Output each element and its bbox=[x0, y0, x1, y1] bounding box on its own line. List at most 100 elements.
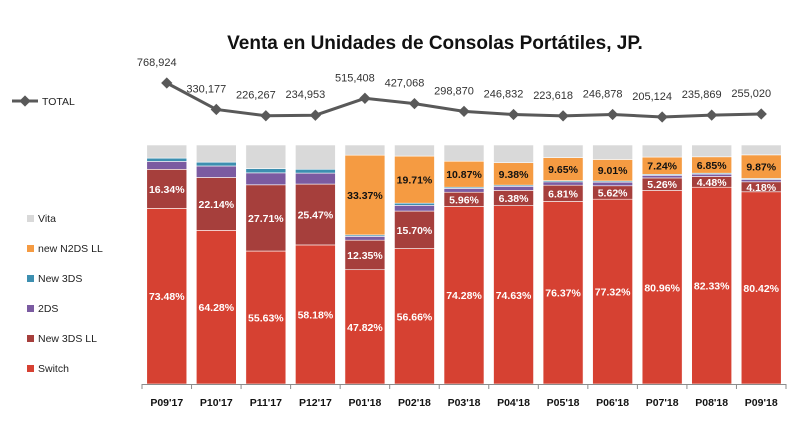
bar-switch-1 bbox=[196, 230, 237, 385]
bar-2ds-8 bbox=[542, 181, 584, 186]
data-label-switch-9: 77.32% bbox=[595, 287, 631, 299]
bar-switch-11 bbox=[691, 186, 732, 385]
total-marker-9 bbox=[606, 108, 619, 121]
bar-new-3ds-3 bbox=[295, 168, 336, 174]
x-tick-label-0: P09'17 bbox=[150, 397, 183, 409]
data-label-switch-7: 74.63% bbox=[496, 290, 532, 302]
total-label-4: 515,408 bbox=[335, 72, 375, 84]
legend-swatch-1 bbox=[27, 245, 34, 252]
data-label-new-3ds-ll-1: 22.14% bbox=[198, 199, 234, 211]
legend-swatch-5 bbox=[27, 365, 34, 372]
data-label-switch-5: 56.66% bbox=[397, 311, 433, 323]
bar-new-3ds-5 bbox=[394, 202, 435, 206]
total-marker-1 bbox=[210, 103, 222, 116]
bar-vita-4 bbox=[344, 144, 386, 156]
total-label-11: 235,869 bbox=[682, 89, 722, 101]
bar-vita-12 bbox=[740, 144, 782, 156]
bar-2ds-10 bbox=[641, 175, 683, 179]
total-label-7: 246,832 bbox=[484, 88, 524, 100]
total-label-6: 298,870 bbox=[434, 85, 474, 97]
total-marker-12 bbox=[755, 108, 767, 120]
total-marker-8 bbox=[557, 110, 569, 122]
total-marker-0 bbox=[161, 77, 173, 89]
bar-new-3ds-ll-5 bbox=[394, 210, 435, 249]
legend-swatch-3 bbox=[27, 305, 34, 312]
bar-vita-2 bbox=[245, 144, 287, 169]
x-tick-label-9: P06'18 bbox=[596, 397, 629, 409]
bar-2ds-6 bbox=[443, 188, 485, 193]
bar-2ds-2 bbox=[245, 172, 287, 186]
data-label-new-n2ds-ll-8: 9.65% bbox=[548, 164, 578, 176]
bar-switch-10 bbox=[641, 190, 683, 385]
bar-vita-1 bbox=[196, 144, 237, 163]
bar-new-3ds-1 bbox=[196, 161, 237, 167]
total-marker-3 bbox=[309, 109, 322, 121]
bar-switch-9 bbox=[592, 198, 633, 385]
data-label-new-3ds-ll-10: 5.26% bbox=[647, 179, 677, 191]
total-marker-10 bbox=[656, 111, 668, 123]
bar-new-3ds-ll-1 bbox=[196, 177, 237, 231]
bar-switch-5 bbox=[394, 248, 435, 385]
legend-label-4: New 3DS LL bbox=[38, 333, 97, 345]
x-tick-label-3: P12'17 bbox=[299, 397, 332, 409]
total-label-12: 255,020 bbox=[731, 88, 771, 100]
data-label-new-n2ds-ll-4: 33.37% bbox=[347, 190, 383, 202]
bar-new-3ds-2 bbox=[245, 168, 287, 174]
total-label-9: 246,878 bbox=[583, 88, 623, 100]
data-label-new-3ds-ll-4: 12.35% bbox=[347, 250, 383, 262]
total-marker-2 bbox=[260, 110, 272, 122]
data-label-switch-3: 58.18% bbox=[298, 309, 334, 321]
bar-new-3ds-ll-2 bbox=[245, 184, 287, 252]
total-label-3: 234,953 bbox=[286, 89, 326, 101]
bar-switch-3 bbox=[295, 244, 336, 385]
data-label-new-3ds-ll-9: 5.62% bbox=[598, 187, 628, 199]
data-label-new-3ds-ll-0: 16.34% bbox=[149, 184, 185, 196]
legend-label-3: 2DS bbox=[38, 303, 58, 315]
bar-new-n2ds-ll-4 bbox=[344, 154, 386, 236]
bar-new-3ds-ll-3 bbox=[295, 183, 336, 246]
bar-switch-0 bbox=[146, 208, 188, 385]
data-label-new-3ds-ll-7: 6.38% bbox=[499, 193, 529, 205]
bar-vita-10 bbox=[641, 144, 683, 158]
x-tick-label-5: P02'18 bbox=[398, 397, 431, 409]
total-label-5: 427,068 bbox=[385, 78, 425, 90]
data-label-new-3ds-ll-8: 6.81% bbox=[548, 188, 578, 200]
x-tick-label-10: P07'18 bbox=[646, 397, 679, 409]
legend: TOTAL Vita new N2DS LL New 3DS 2DS New 3DS LL… bbox=[12, 95, 103, 375]
data-label-new-n2ds-ll-10: 7.24% bbox=[647, 161, 677, 173]
bar-vita-0 bbox=[146, 144, 188, 159]
data-label-new-n2ds-ll-7: 9.38% bbox=[499, 169, 529, 181]
bar-vita-5 bbox=[394, 144, 435, 157]
bar-2ds-1 bbox=[196, 165, 237, 178]
legend-label-5: Switch bbox=[38, 363, 69, 375]
x-tick-label-4: P01'18 bbox=[348, 397, 381, 409]
x-tick-label-11: P08'18 bbox=[695, 397, 728, 409]
bar-2ds-12 bbox=[740, 179, 782, 183]
legend-swatch-2 bbox=[27, 275, 34, 282]
bar-2ds-11 bbox=[691, 173, 732, 177]
bar-2ds-7 bbox=[493, 186, 534, 191]
x-tick-label-1: P10'17 bbox=[200, 397, 233, 409]
data-label-switch-0: 73.48% bbox=[149, 291, 185, 303]
data-label-new-3ds-ll-6: 5.96% bbox=[449, 194, 479, 206]
data-label-new-3ds-ll-12: 4.18% bbox=[746, 182, 776, 194]
data-label-new-3ds-ll-11: 4.48% bbox=[697, 177, 727, 189]
bar-switch-7 bbox=[493, 205, 534, 385]
x-tick-label-7: P04'18 bbox=[497, 397, 530, 409]
total-marker-7 bbox=[507, 108, 520, 121]
bar-vita-3 bbox=[295, 144, 336, 170]
total-label-1: 330,177 bbox=[186, 83, 226, 95]
total-line-group: 768,924 330,177 226,267 234,953 515,408 427,0… bbox=[137, 57, 771, 123]
data-label-switch-4: 47.82% bbox=[347, 322, 383, 334]
data-label-new-n2ds-ll-6: 10.87% bbox=[446, 169, 482, 181]
x-tick-label-12: P09'18 bbox=[745, 397, 778, 409]
bar-2ds-9 bbox=[592, 181, 633, 187]
bar-new-n2ds-ll-5 bbox=[394, 155, 435, 204]
total-marker-4 bbox=[359, 92, 371, 104]
legend-label-total: TOTAL bbox=[42, 96, 75, 108]
total-label-10: 205,124 bbox=[632, 91, 672, 103]
total-label-2: 226,267 bbox=[236, 90, 276, 102]
x-axis: P09'17 P10'17 P11'17 P12'17 P01'18 P02'18 P03'… bbox=[141, 384, 787, 409]
bars: 73.48% 16.34% 64.28% 22.14% 55.63% 27.71% 58.1… bbox=[146, 144, 782, 385]
